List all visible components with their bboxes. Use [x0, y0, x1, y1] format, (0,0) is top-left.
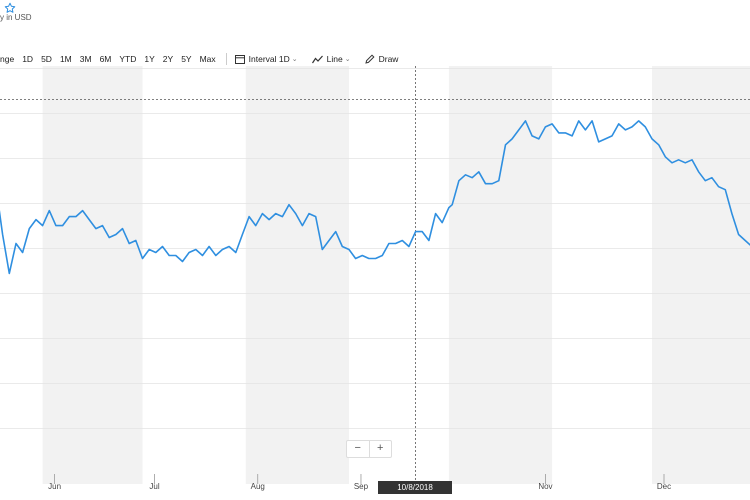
- period-max-button[interactable]: Max: [199, 54, 216, 64]
- price-chart[interactable]: JunJulAugSepNovDec2019: [0, 66, 750, 500]
- date-range-button[interactable]: nge: [0, 54, 15, 64]
- month-band: [652, 66, 750, 484]
- period-5y-button[interactable]: 5Y: [181, 54, 192, 64]
- x-tick-label: Jun: [48, 482, 61, 491]
- zoom-controls: − +: [346, 440, 392, 458]
- zoom-in-button[interactable]: +: [368, 441, 392, 457]
- chart-type-label: Line: [326, 54, 343, 64]
- chart-type-dropdown[interactable]: Line ⌄: [311, 54, 351, 64]
- x-tick-label: Aug: [251, 482, 265, 491]
- star-outline-icon[interactable]: [4, 2, 16, 14]
- currency-note: y in USD: [0, 13, 32, 22]
- chevron-down-icon: ⌄: [291, 56, 298, 63]
- month-band: [448, 66, 553, 484]
- month-band: [245, 66, 349, 484]
- x-tick-label: Dec: [657, 482, 671, 491]
- period-6m-button[interactable]: 6M: [99, 54, 112, 64]
- price-series-line: [0, 120, 750, 275]
- period-1m-button[interactable]: 1M: [59, 54, 72, 64]
- chevron-down-icon: ⌄: [344, 56, 351, 63]
- x-tick-label: Nov: [538, 482, 552, 491]
- x-tick-label: Jul: [149, 482, 159, 491]
- month-band: [42, 66, 143, 484]
- toolbar-divider: [225, 53, 227, 65]
- x-axis-ticks: JunJulAugSepNovDec2019: [48, 474, 671, 491]
- chart-toolbar: nge 1D 5D 1M 3M 6M YTD 1Y 2Y 5Y Max Inte…: [0, 51, 412, 67]
- zoom-out-button[interactable]: −: [354, 442, 361, 454]
- interval-calendar-icon: [234, 55, 245, 64]
- period-1y-button[interactable]: 1Y: [144, 54, 155, 64]
- draw-label: Draw: [378, 54, 399, 64]
- interval-value: 1D: [278, 54, 290, 64]
- period-ytd-button[interactable]: YTD: [119, 54, 137, 64]
- period-3m-button[interactable]: 3M: [79, 54, 92, 64]
- crosshair-date-label: 10/8/2018: [378, 481, 452, 494]
- month-bands: [42, 66, 750, 484]
- horizontal-gridlines: [0, 68, 750, 429]
- line-chart-icon: [311, 55, 323, 63]
- period-2y-button[interactable]: 2Y: [162, 54, 174, 64]
- x-tick-label: Sep: [354, 482, 369, 491]
- period-1d-button[interactable]: 1D: [22, 54, 34, 64]
- pencil-icon: [364, 54, 375, 64]
- interval-label: Interval: [248, 54, 277, 64]
- period-5d-button[interactable]: 5D: [41, 54, 52, 64]
- draw-button[interactable]: Draw: [364, 54, 399, 64]
- interval-dropdown[interactable]: Interval 1D ⌄: [234, 54, 298, 64]
